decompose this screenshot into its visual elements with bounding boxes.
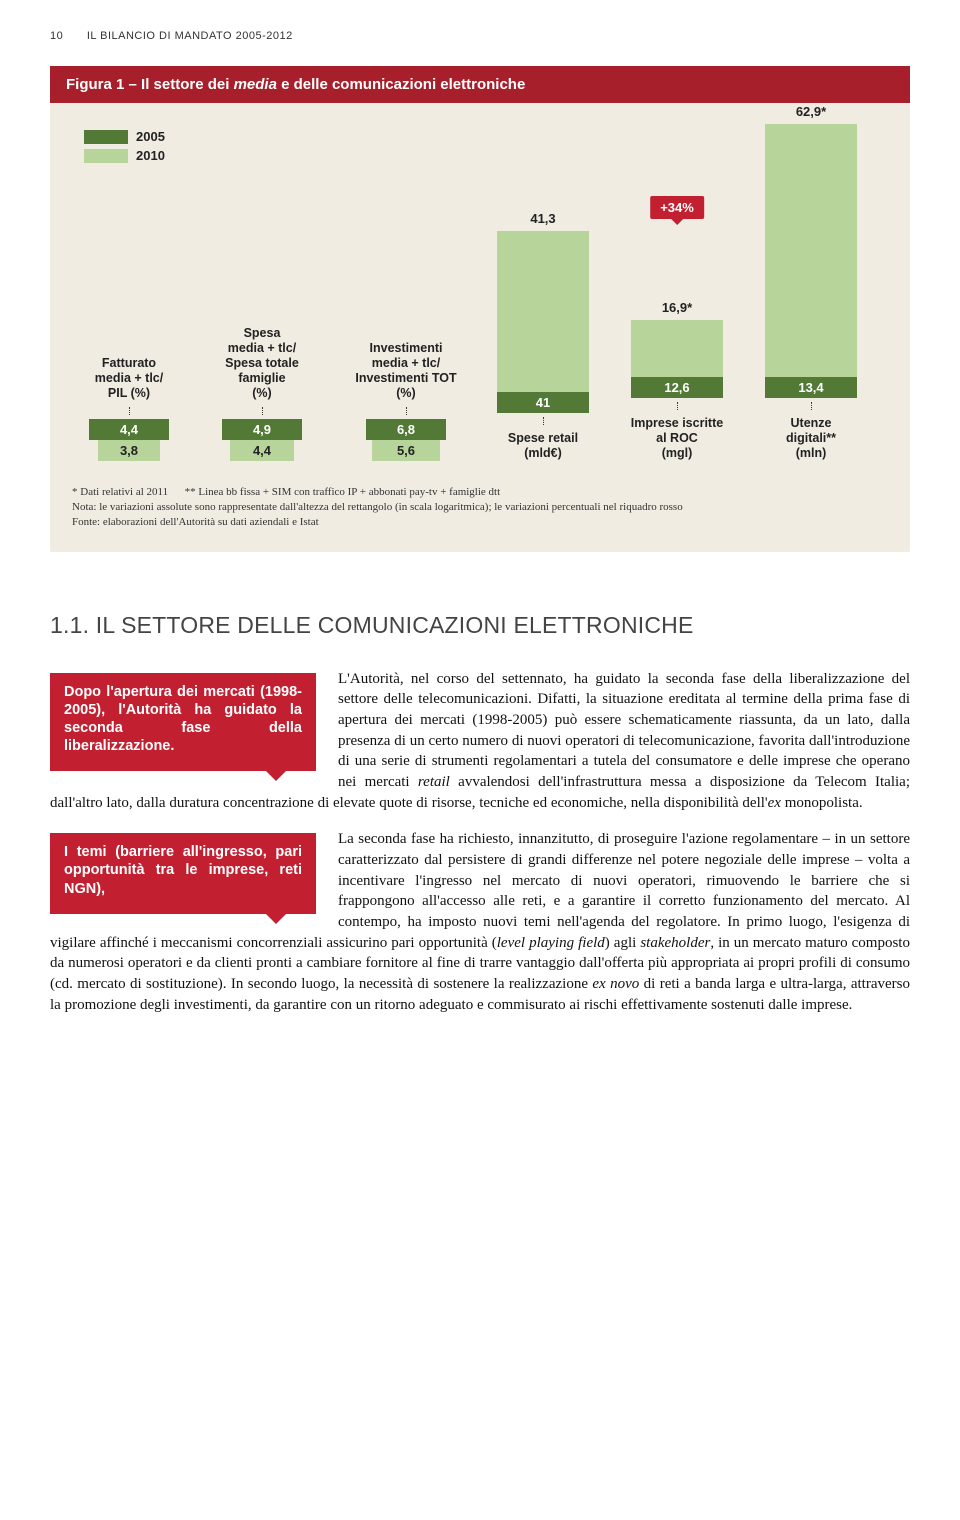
bar-top-value: 16,9* xyxy=(631,300,723,315)
chart-col-4: 41,3 41 Spese retail (mld€) xyxy=(488,231,598,461)
callout-1: Dopo l'apertura dei mercati (1998-2005),… xyxy=(50,673,316,772)
running-head-text: IL BILANCIO DI MANDATO 2005-2012 xyxy=(87,30,293,42)
bar-2005: 6,8 xyxy=(366,419,446,440)
bar-2005: 13,4 xyxy=(765,377,857,398)
legend: 2005 2010 xyxy=(84,129,165,167)
bar-2005: 12,6 xyxy=(631,377,723,398)
chart-col-6: +369% 62,9* 13,4 Utenze digitali** (mln) xyxy=(756,124,866,461)
figure-1: Figura 1 – Il settore dei media e delle … xyxy=(50,66,910,552)
paragraph-1: Dopo l'apertura dei mercati (1998-2005),… xyxy=(50,669,910,820)
col-label: Spesa media + tlc/ Spesa totale famiglie… xyxy=(202,326,322,401)
figure-title: Figura 1 – Il settore dei media e delle … xyxy=(50,66,910,103)
bar-2010: 5,6 xyxy=(372,440,440,461)
bar-2010: 62,9* xyxy=(765,124,857,398)
bar-2010: 3,8 xyxy=(98,440,160,461)
bar-2010: 4,4 xyxy=(230,440,294,461)
chart-col-3: Investimenti media + tlc/ Investimenti T… xyxy=(338,341,474,461)
legend-item-2005: 2005 xyxy=(84,129,165,144)
section-heading: 1.1. IL SETTORE DELLE COMUNICAZIONI ELET… xyxy=(50,612,910,639)
col-label-bottom: Utenze digitali** (mln) xyxy=(756,416,866,461)
col-label: Fatturato media + tlc/ PIL (%) xyxy=(74,341,184,401)
paragraph-2: I temi (barriere all'ingresso, pari oppo… xyxy=(50,829,910,1021)
callout-2: I temi (barriere all'ingresso, pari oppo… xyxy=(50,833,316,913)
chart-area: 2005 2010 Fatturato media + tlc/ PIL (%)… xyxy=(50,103,910,481)
col-label-bottom: Spese retail (mld€) xyxy=(488,431,598,461)
bar-2005: 4,4 xyxy=(89,419,169,440)
chart-col-1: Fatturato media + tlc/ PIL (%) 4,4 3,8 xyxy=(74,341,184,461)
chart-col-5: +34% 16,9* 12,6 Imprese iscritte al ROC … xyxy=(622,320,732,461)
running-head: 10 IL BILANCIO DI MANDATO 2005-2012 xyxy=(50,30,910,42)
chart-col-2: Spesa media + tlc/ Spesa totale famiglie… xyxy=(202,326,322,461)
legend-item-2010: 2010 xyxy=(84,148,165,163)
bar-top-value: 62,9* xyxy=(765,104,857,119)
bar-top-value: 41,3 xyxy=(497,211,589,226)
bar-2005: 4,9 xyxy=(222,419,302,440)
bar-2010: 41,3 xyxy=(497,231,589,413)
col-label: Investimenti media + tlc/ Investimenti T… xyxy=(338,341,474,401)
figure-footnote: * Dati relativi al 2011 ** Linea bb fiss… xyxy=(50,481,910,530)
bar-2005: 41 xyxy=(497,392,589,413)
change-badge: +34% xyxy=(650,196,704,219)
col-label-bottom: Imprese iscritte al ROC (mgl) xyxy=(622,416,732,461)
page-number: 10 xyxy=(50,30,63,42)
